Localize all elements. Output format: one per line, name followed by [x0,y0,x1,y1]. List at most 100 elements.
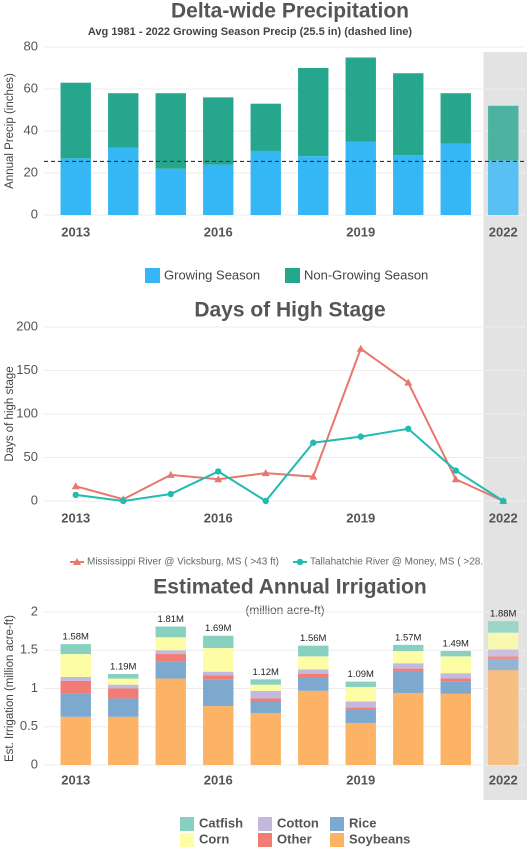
bar-segment [440,681,471,694]
bar-segment [60,680,91,694]
bar-segment [203,706,234,765]
legend-label: Mississippi River @ Vicksburg, MS ( >43 … [87,557,279,568]
bar-segment [298,645,329,657]
point-marker [404,378,413,386]
bar-segment [345,141,376,215]
x-tick-label: 2016 [204,510,233,525]
legend-label: Non-Growing Season [304,267,428,282]
point-marker [310,439,317,446]
total-label: 1.69M [205,623,231,634]
bar-segment [393,693,424,765]
x-tick-label: 2022 [489,224,518,239]
chart-subtitle: (million acre-ft) [245,603,324,617]
bar-segment [108,716,139,765]
bar-segment [488,656,519,660]
legend-swatch [180,817,194,831]
bar-segment [488,649,519,657]
bar-segment [203,164,234,215]
bar-segment [155,168,186,215]
bar-segment [488,659,519,671]
point-marker [357,433,364,440]
bar-segment [108,93,139,148]
x-tick-label: 2016 [204,224,233,239]
bar-segment [60,654,91,678]
bar-segment [60,82,91,159]
bar-segment [155,654,186,662]
legend-label: Cotton [277,815,319,830]
legend-swatch [330,833,344,847]
bar-segment [440,93,471,144]
bar-segment [298,156,329,215]
point-marker [405,425,412,432]
legend-swatch [285,268,300,283]
bar-segment [298,656,329,670]
legend-label: Tallahatchie River @ Money, MS ( >28.8 f… [310,557,500,568]
total-label: 1.88M [490,609,516,620]
bar-segment [60,677,91,681]
bar-segment [155,626,186,638]
bar-segment [108,673,139,679]
bar-segment [488,632,519,650]
y-tick-label: 20 [24,164,38,179]
x-tick-label: 2019 [346,510,375,525]
bar-segment [155,678,186,765]
point-marker [71,482,80,490]
chart-subtitle: Avg 1981 - 2022 Growing Season Precip (2… [88,26,413,38]
point-marker [215,468,222,475]
bar-segment [155,650,186,655]
bar-segment [345,686,376,702]
bar-segment [250,712,281,765]
total-label: 1.56M [300,633,326,644]
bar-segment [108,698,139,717]
legend-label: Soybeans [349,831,410,846]
point-marker [167,490,174,498]
bar-segment [345,722,376,765]
legend-label: Growing Season [164,267,260,282]
point-marker [500,497,507,505]
y-tick-label: 0.5 [20,718,38,733]
y-tick-label: 200 [16,318,38,333]
highlight-band [483,290,527,545]
bar-segment [108,684,139,689]
point-marker [120,497,127,505]
bar-segment [203,97,234,165]
legend-label: Rice [349,815,376,830]
total-label: 1.12M [253,667,279,678]
y-axis-label: Est. Irrigation (million acre-ft) [4,615,16,762]
bar-segment [440,656,471,674]
bar-segment [393,651,424,664]
bar-segment [440,673,471,679]
total-label: 1.09M [348,669,374,680]
bar-segment [203,679,234,707]
bar-segment [345,701,376,708]
x-tick-label: 2022 [489,772,518,787]
bar-segment [440,143,471,215]
legend-label: Catfish [199,815,243,830]
bar-segment [250,698,281,702]
bar-segment [250,150,281,215]
bar-segment [250,679,281,685]
bar-segment [345,681,376,687]
bar-segment [488,670,519,765]
legend-marker [296,558,304,566]
legend-marker [73,558,81,565]
y-tick-label: 0 [31,492,38,507]
bar-segment [393,155,424,215]
bar-segment [345,57,376,142]
y-tick-label: 60 [24,80,38,95]
y-tick-label: 40 [24,122,38,137]
legend-label: Corn [199,831,229,846]
bar-segment [298,669,329,674]
bar-segment [60,716,91,765]
bar-segment [393,663,424,669]
series-line [75,347,504,502]
x-tick-label: 2013 [61,510,90,525]
chart-title: Days of High Stage [194,299,385,322]
x-tick-label: 2013 [61,772,90,787]
chart-title: Estimated Annual Irrigation [153,576,426,599]
bar-segment [298,677,329,691]
bar-segment [60,644,91,655]
total-label: 1.58M [63,632,89,643]
y-tick-label: 1 [31,680,38,695]
